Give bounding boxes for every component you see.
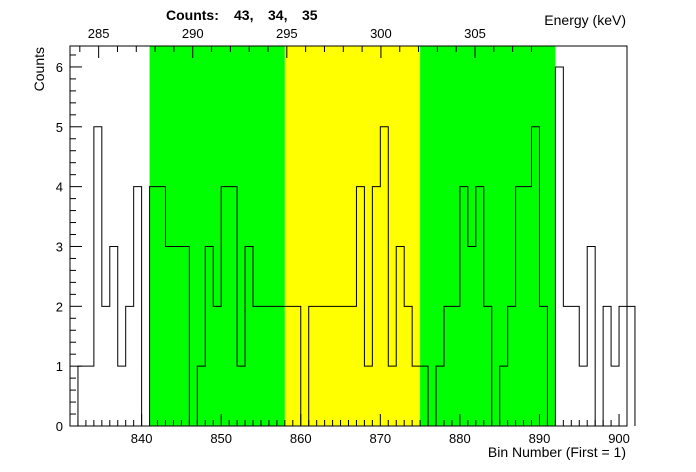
counts-label: Counts:: [166, 7, 219, 23]
axis-ticks: 840 850 860 870 880 890 900 0 1 2 3 4 5 6 285 290 295 300…: [56, 26, 630, 446]
region-band-2: [284, 46, 421, 426]
x-axis-title: Bin Number (First = 1): [488, 444, 626, 460]
region-band-1: [149, 46, 285, 426]
x-tick-label: 880: [449, 431, 471, 446]
x-tick-label: 870: [369, 431, 391, 446]
x-tick-label: 890: [529, 431, 551, 446]
counts-value-center: 34,: [268, 7, 287, 23]
energy-tick-label: 285: [88, 26, 110, 41]
x2-axis-title: Energy (keV): [544, 12, 626, 28]
x-tick-label: 850: [210, 431, 232, 446]
y-tick-label: 4: [56, 180, 63, 195]
y-tick-label: 6: [56, 60, 63, 75]
x-tick-label: 900: [608, 431, 630, 446]
highlight-regions: [149, 46, 556, 426]
y-tick-label: 0: [56, 419, 63, 434]
histogram-line: [77, 66, 636, 427]
y-tick-label: 1: [56, 359, 63, 374]
y-axis-title: Counts: [31, 47, 47, 91]
energy-tick-label: 295: [276, 26, 298, 41]
y-tick-label: 3: [56, 239, 63, 254]
x-tick-label: 860: [290, 431, 312, 446]
y-tick-label: 5: [56, 120, 63, 135]
counts-value-left: 43,: [234, 7, 253, 23]
energy-tick-label: 290: [182, 26, 204, 41]
energy-tick-label: 305: [464, 26, 486, 41]
y-tick-label: 2: [56, 299, 63, 314]
region-band-3: [420, 46, 556, 426]
x-tick-label: 840: [131, 431, 153, 446]
energy-tick-label: 300: [370, 26, 392, 41]
counts-value-right: 35: [302, 7, 318, 23]
